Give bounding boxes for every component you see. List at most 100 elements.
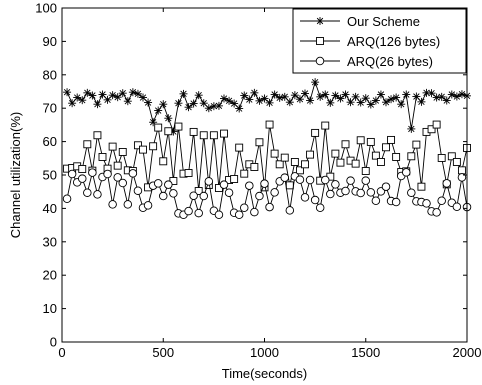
data-point-square — [199, 131, 208, 140]
data-point-star — [184, 103, 193, 112]
data-point-star — [174, 99, 183, 108]
axis-ticks: 0 500 1000 1500 2000 0 10 20 30 40 50 60 70 80 90 100 — [35, 1, 481, 361]
data-point-circle — [341, 186, 350, 196]
data-point-circle — [321, 175, 330, 185]
data-point-circle — [224, 188, 234, 197]
data-point-square — [139, 145, 147, 154]
data-point-square — [427, 125, 436, 134]
data-point-star — [93, 100, 102, 109]
data-point-circle — [331, 180, 340, 189]
data-point-circle — [239, 203, 249, 212]
data-point-circle — [123, 200, 133, 209]
data-point-square — [270, 149, 279, 158]
data-point-star — [154, 106, 163, 115]
data-point-star — [275, 93, 284, 102]
series-star — [63, 78, 471, 136]
x-tick-label: 1500 — [351, 345, 380, 360]
data-point-star — [230, 99, 239, 108]
data-point-star — [285, 98, 294, 107]
data-point-star — [209, 102, 218, 111]
data-point-star — [442, 96, 451, 105]
data-point-square — [93, 131, 102, 140]
data-point-star — [341, 90, 350, 99]
data-point-star — [280, 92, 289, 101]
data-point-square — [331, 149, 340, 158]
legend-marker-star — [316, 17, 324, 25]
data-point-star — [417, 97, 426, 106]
data-point-circle — [310, 195, 320, 205]
data-point-star — [437, 92, 446, 101]
data-point-square — [255, 138, 264, 147]
y-tick-label: 0 — [50, 335, 57, 350]
data-point-circle — [265, 202, 274, 212]
data-point-star — [139, 93, 147, 102]
data-point-star — [295, 95, 304, 104]
data-point-square — [361, 167, 370, 175]
data-point-circle — [83, 188, 92, 197]
data-point-star — [179, 89, 188, 98]
data-point-circle — [260, 179, 269, 188]
data-point-square — [407, 152, 416, 161]
data-point-star — [397, 100, 406, 109]
data-point-square — [240, 169, 249, 178]
data-point-star — [306, 96, 315, 105]
data-point-square — [452, 158, 461, 166]
data-point-star — [103, 95, 112, 104]
data-point-circle — [214, 210, 224, 219]
data-point-square — [301, 160, 309, 169]
data-point-star — [336, 94, 345, 103]
data-point-circle — [270, 188, 279, 197]
data-point-square — [265, 120, 274, 129]
data-point-square — [321, 121, 330, 130]
data-point-circle — [158, 191, 168, 201]
data-point-square — [98, 153, 107, 161]
legend-marker-square — [316, 37, 324, 45]
data-point-star — [402, 90, 411, 99]
data-point-star — [113, 93, 122, 102]
legend-label-arq-126: ARQ(126 bytes) — [347, 34, 440, 49]
data-point-circle — [407, 188, 416, 197]
data-point-square — [164, 127, 173, 136]
data-point-circle — [199, 191, 208, 201]
data-point-circle — [62, 194, 72, 203]
data-point-star — [194, 91, 203, 100]
data-point-star — [118, 89, 127, 98]
data-point-circle — [381, 182, 391, 191]
y-tick-label: 50 — [43, 168, 57, 183]
data-point-square — [118, 148, 127, 156]
data-point-star — [366, 100, 375, 109]
data-point-square — [457, 166, 466, 175]
x-tick-label: 0 — [58, 345, 65, 360]
data-point-star — [133, 89, 142, 98]
data-point-square — [341, 140, 350, 149]
data-point-circle — [452, 202, 462, 211]
data-point-circle — [234, 210, 244, 219]
data-point-square — [220, 129, 228, 138]
data-point-star — [407, 124, 416, 133]
data-point-circle — [356, 188, 365, 198]
y-tick-label: 30 — [43, 234, 57, 249]
data-point-circle — [305, 175, 315, 185]
data-point-square — [336, 158, 345, 167]
data-point-circle — [204, 177, 214, 186]
data-point-star — [290, 91, 299, 100]
data-point-square — [295, 166, 304, 175]
data-point-square — [78, 165, 87, 173]
data-point-star — [301, 89, 309, 98]
data-point-circle — [250, 207, 259, 217]
data-point-circle — [326, 189, 335, 199]
data-point-square — [113, 161, 122, 170]
data-point-square — [184, 169, 193, 177]
data-point-star — [331, 91, 340, 100]
y-axis-label: Channel utilization(%) — [8, 112, 23, 238]
data-point-square — [83, 140, 92, 149]
data-point-square — [133, 141, 142, 150]
data-point-square — [392, 153, 401, 161]
data-point-square — [149, 142, 158, 151]
legend-label-arq-26: ARQ(26 bytes) — [347, 54, 433, 69]
data-point-circle — [189, 191, 198, 200]
data-point-star — [128, 88, 137, 97]
data-point-square — [447, 152, 456, 161]
data-point-star — [88, 91, 97, 100]
